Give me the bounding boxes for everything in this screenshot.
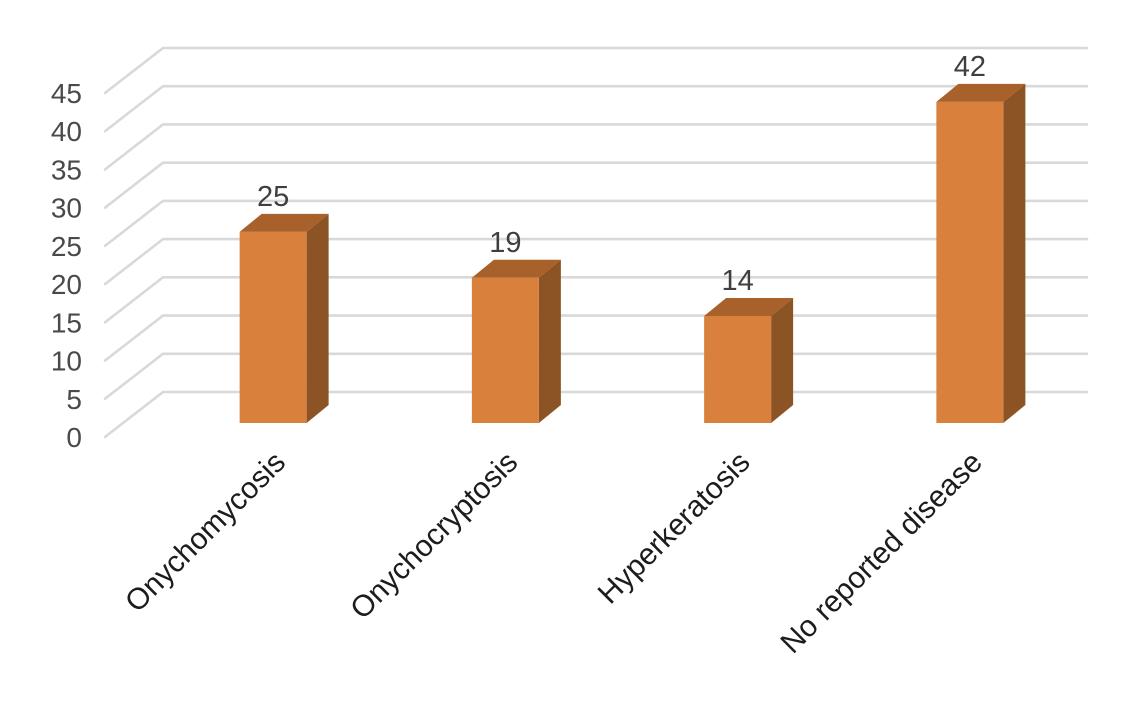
gridline: [103, 123, 1089, 171]
gridline: [103, 161, 1089, 209]
y-axis-tick-label: 30: [51, 193, 82, 224]
bar-top-face: [704, 297, 794, 316]
y-axis-tick-label: 0: [66, 422, 82, 453]
y-axis-tick-label: 10: [51, 346, 82, 377]
bar-top-face: [936, 83, 1026, 102]
bar-side-face: [306, 213, 329, 423]
bar-top-face: [471, 259, 561, 278]
bar-side-face: [1003, 83, 1026, 423]
x-axis-category-label: Onychomycosis: [119, 446, 292, 619]
x-axis-category-label: Hyperkeratosis: [592, 446, 757, 611]
y-axis-tick-label: 5: [66, 384, 82, 415]
y-axis-tick-label: 25: [51, 231, 82, 262]
bar-top-face: [239, 213, 329, 232]
y-axis-tick-label: 40: [51, 116, 82, 147]
gridline: [103, 276, 1089, 324]
bar-value-label: 14: [721, 265, 753, 297]
x-axis-category-label: No reported disease: [774, 446, 988, 660]
y-axis-tick-label: 20: [51, 269, 82, 300]
bar-front-face: [471, 277, 539, 423]
y-axis-tick-label: 35: [51, 154, 82, 185]
y-axis-tick-label: 15: [51, 307, 82, 338]
bar-value-label: 19: [489, 227, 521, 259]
gridline: [103, 46, 1089, 95]
bar-front-face: [239, 231, 307, 423]
gridline: [103, 199, 1089, 248]
bar-onychocryptosis: 19 Onychocryptosis: [344, 227, 561, 626]
x-axis-category-label: Onychocryptosis: [344, 446, 524, 626]
y-axis-tick-label: 45: [51, 78, 82, 109]
bar-side-face: [771, 297, 794, 423]
bar-onychomycosis: 25 Onychomycosis: [119, 181, 329, 619]
gridline: [103, 84, 1089, 133]
bar-side-face: [538, 259, 561, 423]
bar-value-label: 25: [257, 181, 289, 213]
bar-value-label: 42: [954, 51, 986, 83]
bar-front-face: [704, 315, 772, 423]
bar-front-face: [936, 101, 1004, 423]
bar-no-reported-disease: 42 No reported disease: [774, 51, 1026, 660]
gridline: [103, 237, 1089, 286]
